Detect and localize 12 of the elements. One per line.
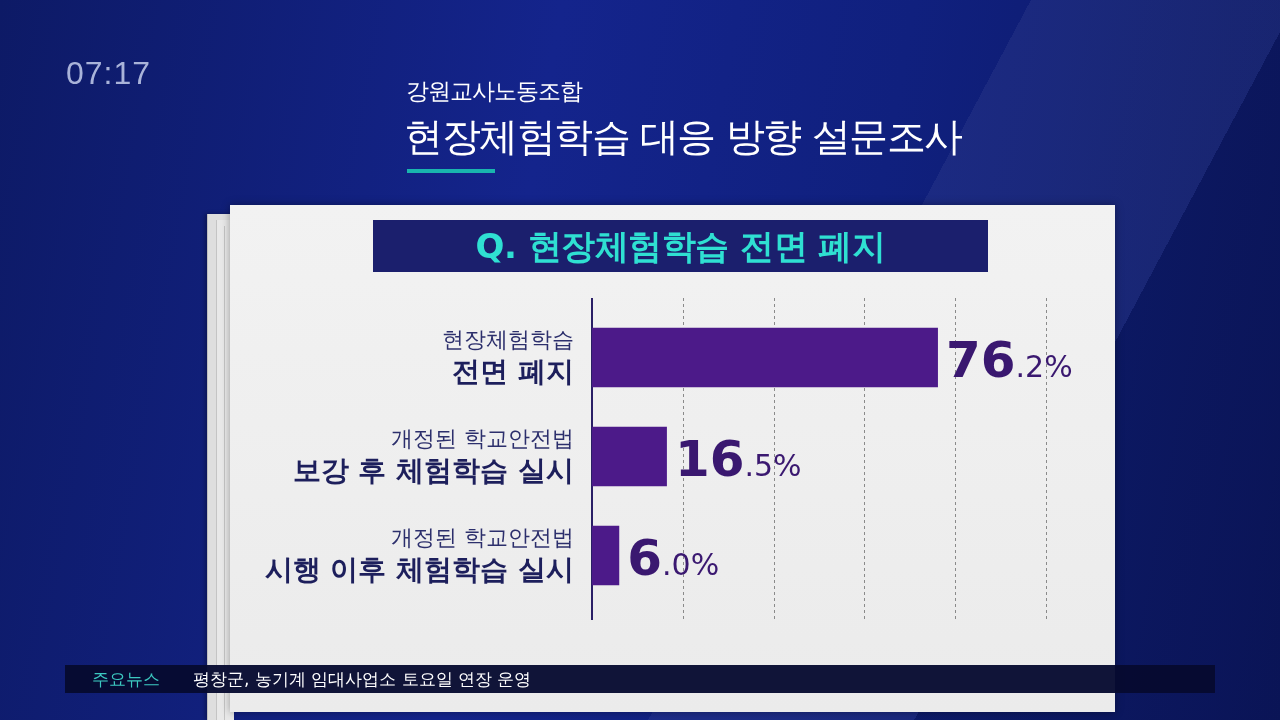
y-tick-label: 개정된 학교안전법 시행 이후 체험학습 실시 [264, 525, 574, 586]
y-tick-label: 현장체험학습 전면 폐지 [442, 327, 574, 388]
chart-title: 현장체험학습 대응 방향 설문조사 [404, 113, 962, 161]
data-label: 6.0% [627, 528, 720, 587]
text: 평창군, 농기계 임대사업소 토요일 연장 운영 [193, 668, 532, 691]
y-tick-label: 개정된 학교안전법 보강 후 체험학습 실시 [292, 426, 574, 487]
text: 주요뉴스 [92, 668, 160, 691]
data-label: 76.2% [945, 330, 1073, 389]
text: 07:17 [66, 55, 152, 92]
text: 강원교사노동조합 [406, 77, 582, 106]
chart-subtitle: Q. 현장체험학습 전면 폐지 [373, 220, 988, 272]
data-label: 16.5% [674, 429, 802, 488]
